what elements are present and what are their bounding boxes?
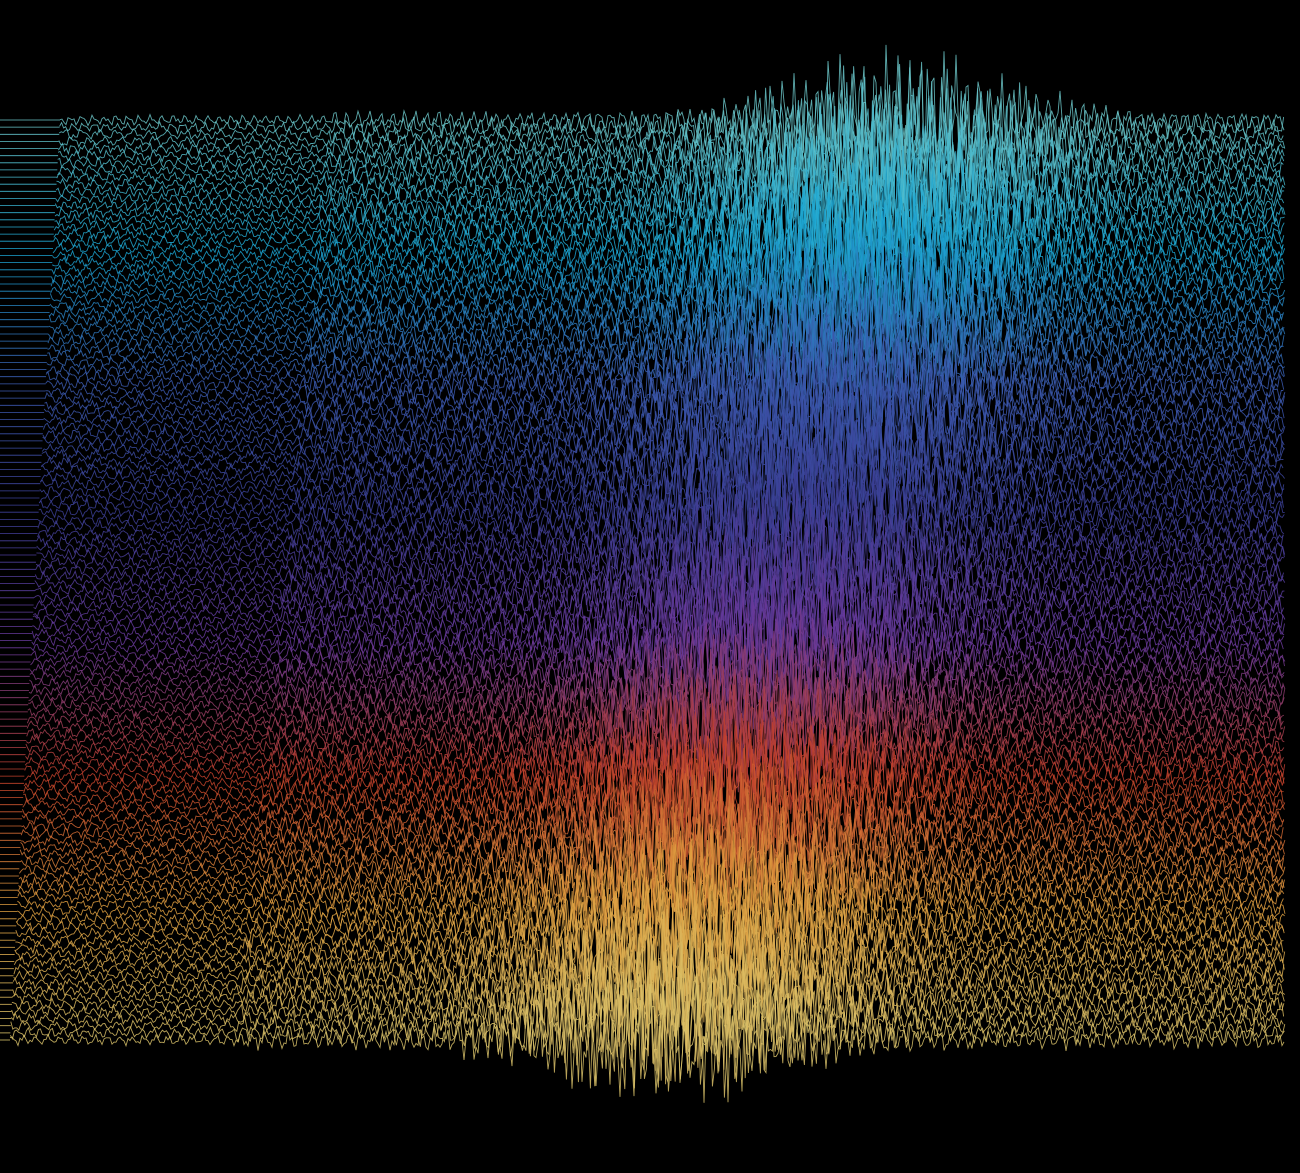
waveform-trace <box>44 358 1285 471</box>
waveform-trace <box>52 203 1285 326</box>
waveform-trace <box>54 162 1285 290</box>
waveform-trace <box>49 248 1285 362</box>
waveform-trace <box>12 925 1285 1050</box>
waveform-trace <box>40 422 1285 530</box>
waveform-trace <box>40 408 1284 515</box>
waveform-trace <box>9 977 1285 1103</box>
waveform-trace <box>20 772 1284 896</box>
waveform-trace <box>35 510 1285 616</box>
waveform-trace <box>47 287 1284 419</box>
waveform-trace <box>56 108 1286 238</box>
waveform-trace <box>58 68 1284 203</box>
waveform-trace <box>52 182 1284 305</box>
waveform-trace <box>36 508 1285 601</box>
waveform-trace <box>41 411 1284 523</box>
waveform-trace <box>39 438 1285 551</box>
waveform-trace <box>22 745 1286 866</box>
waveform-trace <box>58 82 1285 213</box>
waveform-trace <box>45 328 1285 445</box>
waveform-trace <box>42 377 1284 482</box>
waveform-trace <box>10 956 1286 1090</box>
waveform-trace <box>29 619 1285 718</box>
waveform-trace <box>27 659 1285 774</box>
waveform-trace <box>18 813 1284 932</box>
waveform-trace <box>42 388 1285 495</box>
waveform-trace <box>29 626 1284 736</box>
waveform-trace <box>46 309 1286 425</box>
waveform-trace <box>58 76 1286 209</box>
waveform-trace <box>57 103 1285 229</box>
waveform-trace <box>39 448 1284 553</box>
waveform-trace <box>19 789 1285 915</box>
waveform-trace <box>47 276 1285 394</box>
waveform-trace <box>43 358 1285 468</box>
waveform-trace <box>21 764 1285 880</box>
waveform-trace <box>18 808 1286 930</box>
waveform-trace <box>45 325 1284 448</box>
waveform-trace <box>51 210 1285 332</box>
waveform-trace <box>16 845 1286 978</box>
waveform-trace <box>47 285 1284 396</box>
waveform-trace <box>11 933 1285 1057</box>
waveform-trace <box>28 659 1285 768</box>
waveform-trace <box>50 232 1286 352</box>
waveform-trace <box>25 683 1285 805</box>
waveform-trace <box>57 95 1285 224</box>
waveform-trace <box>13 910 1285 1034</box>
waveform-trace <box>10 967 1285 1098</box>
waveform-trace <box>38 466 1285 569</box>
waveform-trace <box>29 630 1285 728</box>
waveform-trace <box>38 461 1285 571</box>
waveform-trace <box>41 398 1285 499</box>
waveform-trace <box>12 908 1284 1054</box>
waveform-trace <box>34 546 1285 639</box>
waveform-trace <box>38 454 1284 552</box>
waveform-trace <box>24 704 1284 817</box>
waveform-trace <box>53 183 1285 304</box>
waveform-trace <box>45 309 1285 429</box>
waveform-trace <box>30 608 1285 715</box>
waveform-trace <box>26 678 1285 794</box>
waveform-trace <box>44 341 1286 451</box>
waveform-trace <box>48 271 1286 384</box>
waveform-trace <box>31 593 1285 692</box>
waveform-trace <box>24 721 1285 833</box>
waveform-trace <box>28 641 1286 747</box>
waveform-trace <box>49 251 1284 378</box>
waveform-trace <box>11 953 1285 1085</box>
waveform-trace <box>53 157 1285 278</box>
waveform-trace <box>43 361 1285 475</box>
waveform-trace <box>41 401 1285 515</box>
waveform-trace <box>34 523 1284 630</box>
waveform-trace <box>18 826 1285 946</box>
waveform-trace <box>59 44 1285 170</box>
waveform-trace <box>51 227 1284 344</box>
waveform-trace <box>15 878 1285 994</box>
